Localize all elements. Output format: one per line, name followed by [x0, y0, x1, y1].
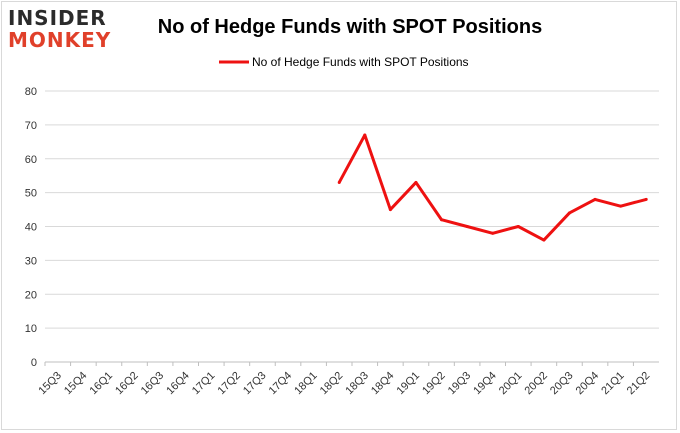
data-point — [644, 197, 648, 201]
x-tick-label: 20Q3 — [548, 370, 576, 398]
data-point — [363, 133, 367, 137]
data-point — [465, 225, 469, 228]
x-tick-label: 17Q3 — [241, 370, 269, 398]
x-tick-label: 21Q2 — [625, 370, 653, 398]
x-tick-label: 16Q3 — [139, 370, 167, 398]
x-tick-label: 18Q1 — [292, 370, 320, 398]
gridlines — [45, 90, 659, 363]
x-tick-label: 18Q2 — [318, 370, 346, 398]
chart-title: No of Hedge Funds with SPOT Positions — [157, 16, 543, 38]
y-tick-label: 0 — [31, 357, 37, 369]
data-point — [567, 211, 571, 215]
data-point — [491, 231, 495, 235]
y-axis-ticks: 0 10 20 30 40 50 60 70 80 — [25, 86, 37, 369]
data-point — [337, 180, 341, 184]
data-point — [440, 218, 444, 222]
x-tick-label: 17Q2 — [215, 370, 243, 398]
x-tick-label: 16Q1 — [88, 370, 116, 398]
x-tick-label: 21Q1 — [599, 370, 627, 398]
x-tick-label: 15Q4 — [62, 370, 90, 398]
logo-line-2: MONKEY — [8, 28, 112, 52]
x-tick-label: 20Q1 — [497, 370, 525, 398]
data-point — [593, 197, 597, 201]
y-tick-label: 20 — [25, 289, 37, 301]
y-tick-label: 30 — [25, 255, 37, 267]
y-tick-label: 50 — [25, 188, 37, 200]
x-tick-label: 20Q2 — [522, 370, 550, 398]
x-tick-label: 15Q3 — [36, 370, 64, 398]
data-point — [414, 180, 418, 184]
data-point — [388, 208, 392, 212]
x-axis-ticks: 15Q315Q416Q116Q216Q316Q417Q117Q217Q317Q4… — [36, 362, 652, 397]
x-tick-label: 18Q4 — [369, 370, 397, 398]
x-tick-label: 16Q2 — [113, 370, 141, 398]
data-point — [619, 204, 623, 208]
series-line — [337, 133, 647, 242]
y-tick-label: 70 — [25, 120, 37, 132]
y-tick-label: 60 — [25, 154, 37, 166]
x-tick-label: 16Q4 — [164, 370, 192, 398]
x-tick-label: 18Q3 — [343, 370, 371, 398]
x-tick-label: 19Q2 — [420, 370, 448, 398]
logo-line-1: INSIDER — [8, 6, 107, 30]
y-tick-label: 10 — [25, 323, 37, 335]
legend-label: No of Hedge Funds with SPOT Positions — [252, 55, 469, 69]
series-layer — [337, 133, 648, 242]
x-tick-label: 19Q4 — [471, 370, 499, 398]
y-tick-label: 40 — [25, 222, 37, 234]
x-tick-label: 20Q4 — [574, 370, 602, 398]
x-tick-label: 17Q1 — [190, 370, 218, 398]
x-tick-label: 19Q3 — [446, 370, 474, 398]
data-point — [516, 225, 520, 228]
x-tick-label: 17Q4 — [267, 370, 295, 398]
legend: No of Hedge Funds with SPOT Positions — [219, 55, 469, 69]
insider-monkey-logo: INSIDER MONKEY — [8, 8, 128, 50]
x-tick-label: 19Q1 — [395, 370, 423, 398]
y-tick-label: 80 — [25, 86, 37, 98]
data-point — [542, 238, 546, 242]
